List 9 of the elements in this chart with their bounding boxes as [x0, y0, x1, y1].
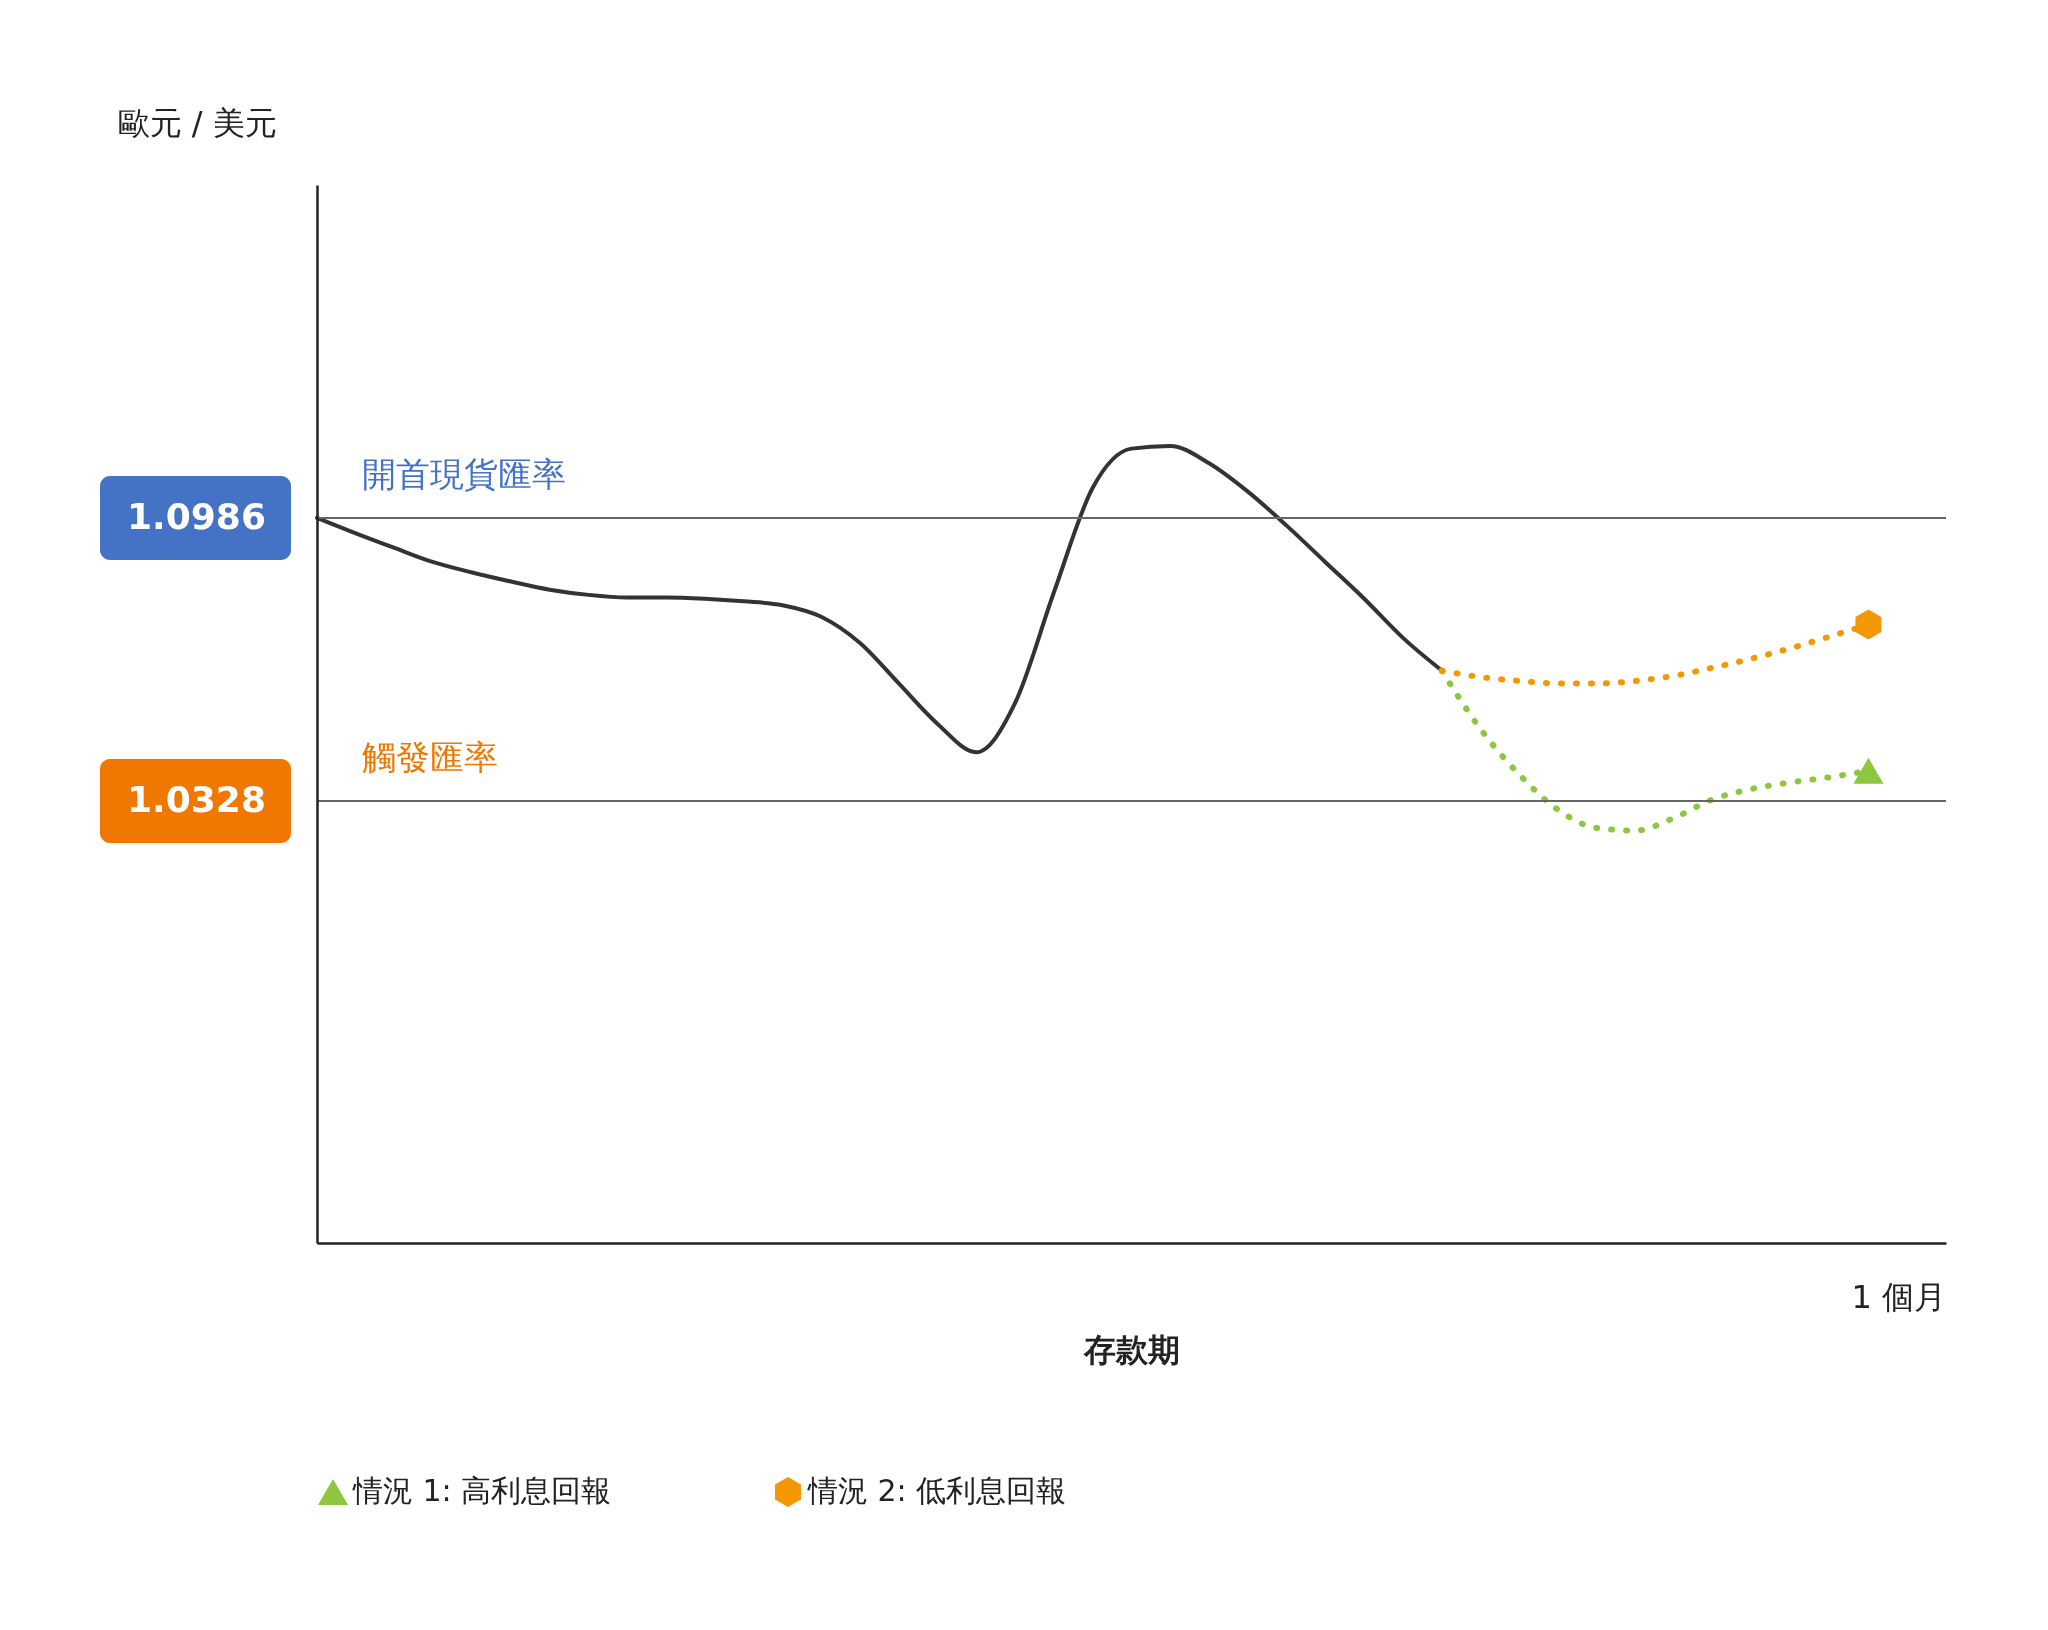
ref-line-label: 觸發匯率	[362, 736, 498, 777]
ref-line-label: 開首現貨匯率	[362, 453, 566, 494]
legend-label: 情況 1: 高利息回報	[352, 1473, 612, 1508]
y-tick-label: 1.0328	[127, 779, 266, 821]
y-tick-label: 1.0986	[127, 496, 266, 538]
text: 1 個月	[1851, 1278, 1946, 1316]
x-axis-title: 存款期	[1083, 1330, 1180, 1369]
legend-label: 情況 2: 低利息回報	[807, 1473, 1067, 1508]
y-axis-title: 歐元 / 美元	[117, 103, 277, 142]
